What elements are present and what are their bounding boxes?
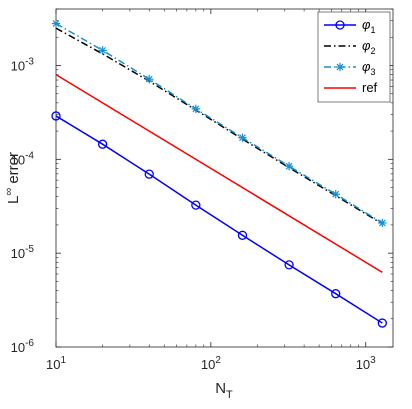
series-2 (55, 27, 383, 225)
data-point (191, 104, 201, 114)
data-point (191, 200, 201, 210)
data-point (51, 19, 61, 28)
series-3 (51, 19, 387, 228)
data-point (377, 318, 387, 328)
axis-ticks: 101 102 103 10-6 10-5 10-4 10-3 (11, 8, 393, 372)
data-point (331, 189, 340, 199)
legend-label: φ2 (362, 38, 376, 56)
series-line (55, 27, 383, 225)
series-line (55, 73, 383, 273)
data-point (98, 46, 107, 55)
legend-label: ref (362, 80, 378, 95)
data-point (331, 289, 341, 299)
legend-item: φ3 (324, 59, 376, 77)
legend-label: φ3 (362, 59, 376, 77)
x-tick-label: 101 (46, 355, 66, 372)
data-point (51, 111, 61, 121)
series-line (55, 22, 383, 224)
data-point (97, 139, 108, 149)
data-series (51, 19, 387, 328)
legend-marker (335, 62, 345, 72)
y-tick-label: 10-4 (11, 150, 35, 167)
legend: φ1 φ2 φ3 ref (317, 11, 391, 103)
legend-item: φ1 (324, 17, 376, 35)
legend-item: φ2 (324, 38, 376, 56)
data-point (284, 161, 294, 171)
svg-text:NT: NT (215, 380, 233, 401)
svg-text:L∞ error: L∞ error (3, 152, 22, 204)
y-tick-label: 10-3 (11, 56, 35, 73)
legend-label: φ1 (362, 17, 376, 35)
data-point (144, 169, 154, 179)
data-point (238, 133, 247, 142)
series-line (55, 115, 383, 324)
x-tick-label: 102 (201, 355, 221, 372)
series-4 (55, 73, 383, 273)
legend-marker (335, 20, 345, 30)
x-tick-label: 103 (356, 355, 376, 372)
data-point (237, 230, 248, 240)
x-axis-label: NT (215, 380, 233, 401)
legend-item: ref (324, 80, 378, 95)
legend-box (317, 11, 391, 103)
series-1 (51, 111, 387, 328)
y-tick-label: 10-6 (11, 338, 35, 355)
data-point (378, 218, 387, 228)
data-point (145, 74, 154, 84)
y-axis-label: L∞ error (3, 152, 22, 204)
y-tick-label: 10-5 (11, 244, 35, 261)
data-point (284, 260, 294, 270)
